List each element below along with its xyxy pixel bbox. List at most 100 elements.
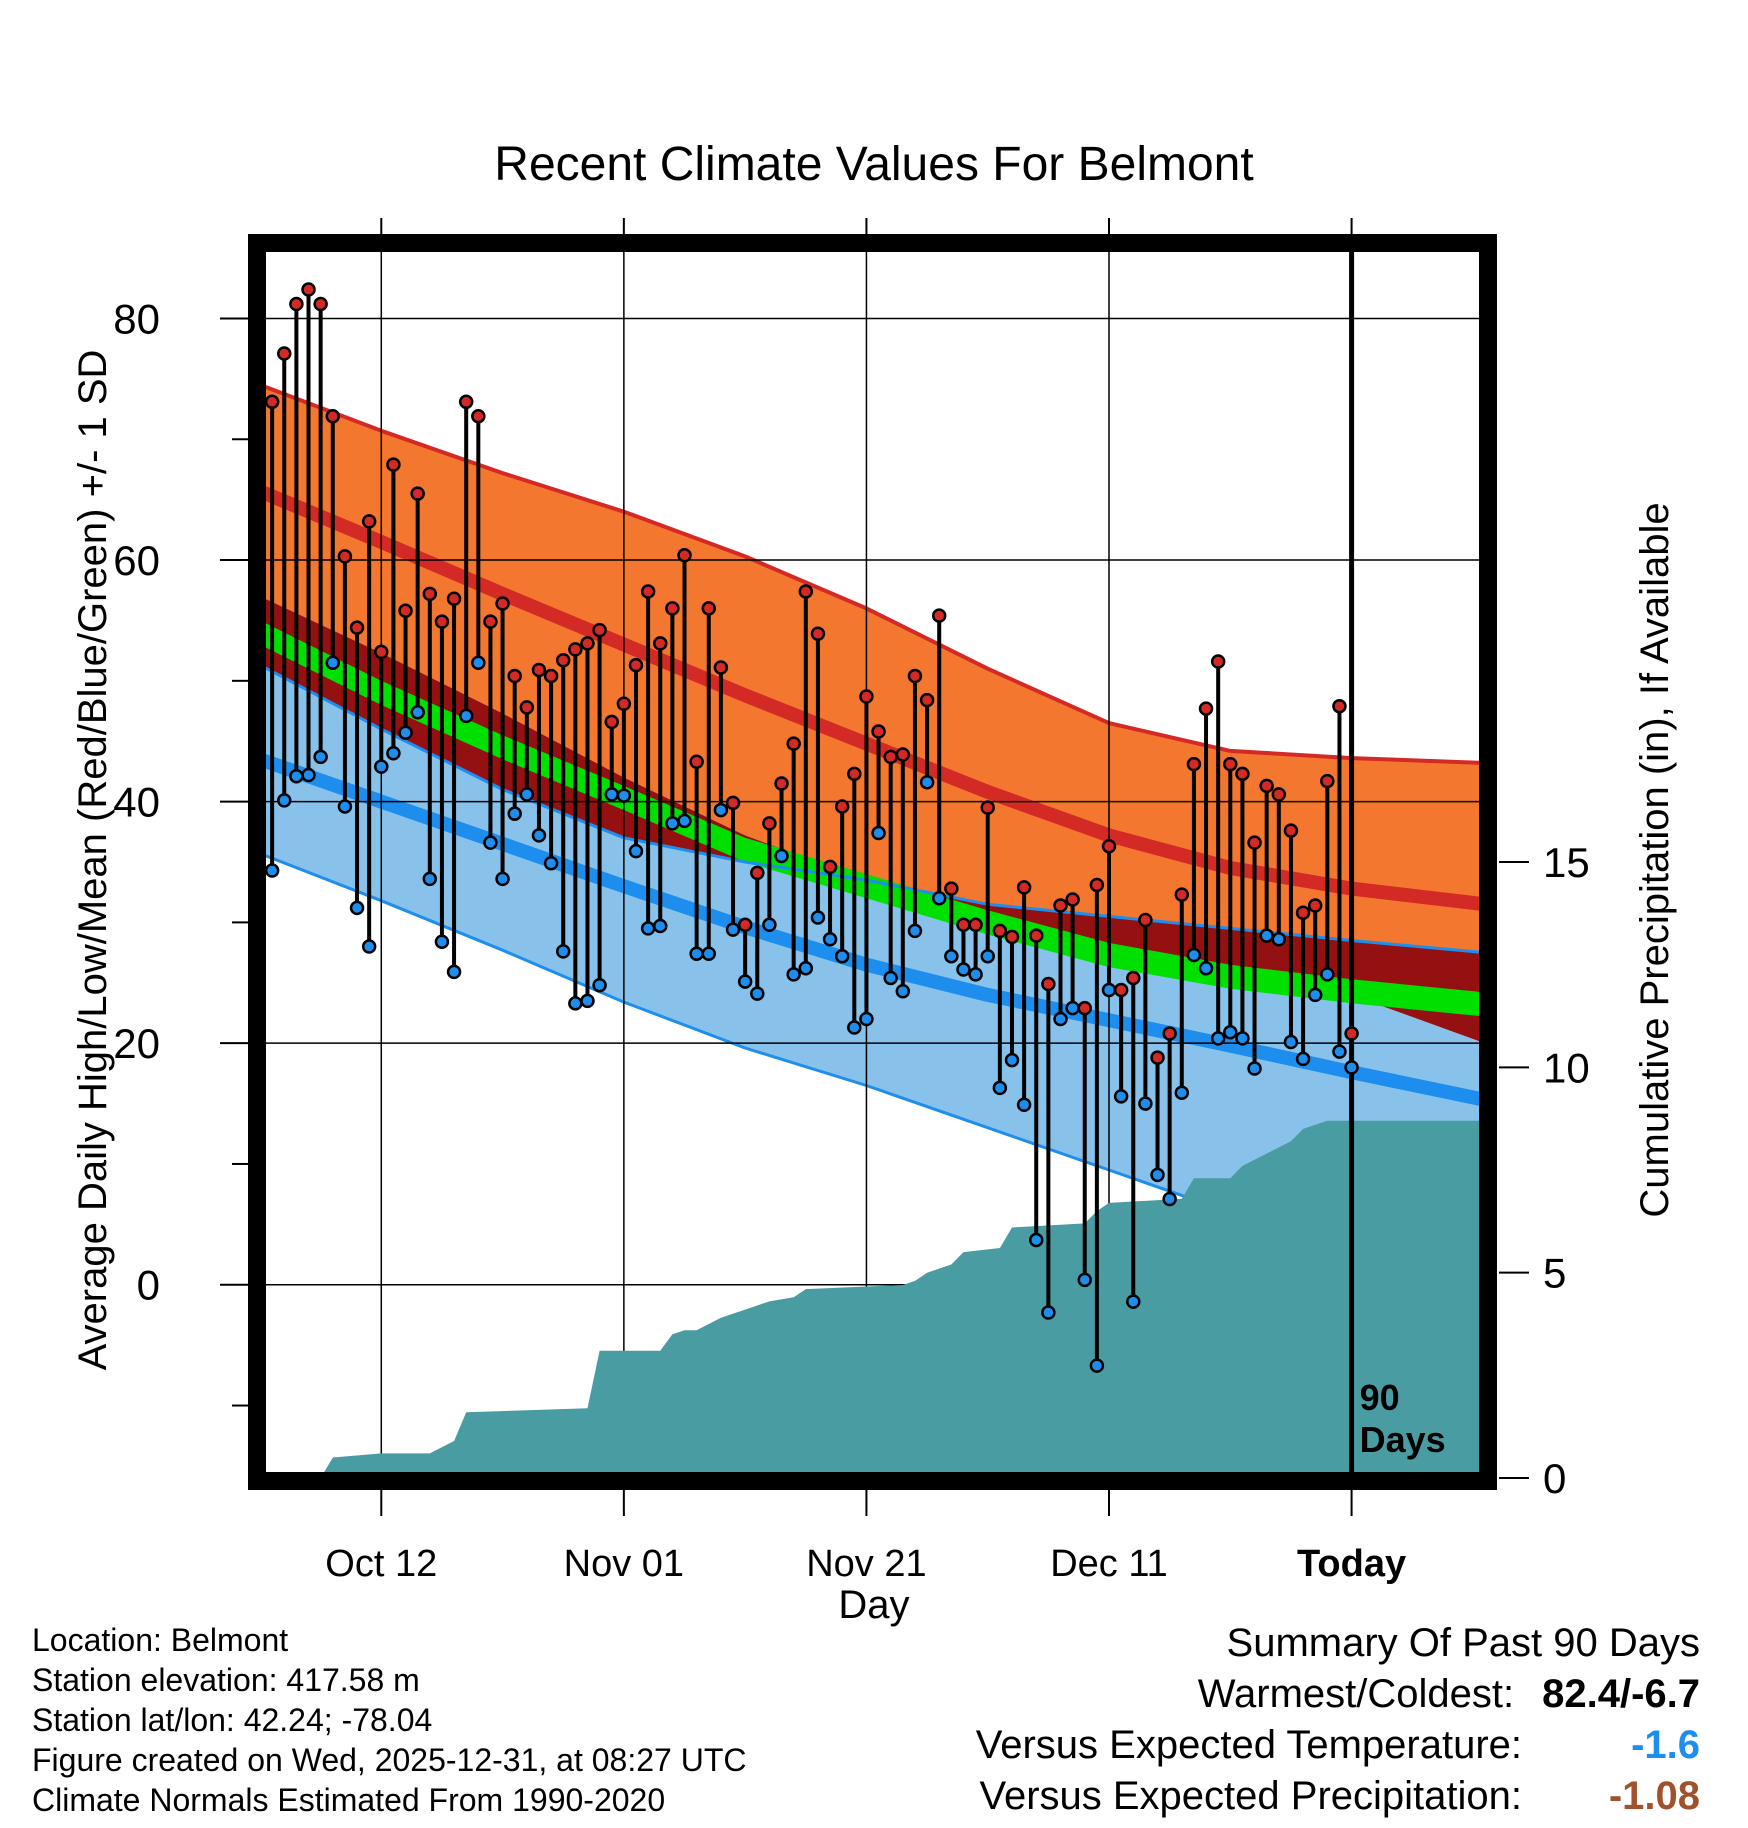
daily-high-point: [398, 603, 413, 619]
daily-low-point: [543, 855, 559, 871]
daily-low-point: [616, 788, 632, 803]
high-sd-band: [260, 384, 1485, 1044]
daily-low-point: [1210, 1031, 1226, 1046]
daily-high-point: [689, 754, 704, 769]
daily-high-point: [325, 409, 341, 424]
daily-high-point: [1138, 912, 1153, 928]
x-tick-label: Dec 11: [1050, 1543, 1168, 1585]
daily-low-point: [313, 749, 328, 765]
daily-high-point: [798, 584, 814, 599]
daily-high-point: [1053, 898, 1068, 913]
daily-high-point: [471, 409, 486, 424]
daily-high-point: [944, 881, 959, 896]
daily-low-point: [907, 923, 923, 939]
daily-low-point: [471, 655, 486, 670]
daily-low-point: [737, 974, 753, 989]
y-right-tick-label: 5: [1543, 1250, 1566, 1297]
y-left-tick-label: 40: [113, 779, 160, 826]
daily-low-point: [1041, 1305, 1056, 1320]
daily-high-point: [968, 917, 983, 933]
daily-high-point: [495, 596, 510, 611]
daily-high-point: [1174, 887, 1190, 902]
daily-low-point: [1307, 987, 1323, 1003]
summary-precip: Versus Expected Precipitation: -1.08: [800, 1771, 1700, 1822]
daily-high-point: [616, 696, 632, 712]
daily-low-point: [604, 787, 619, 802]
precip-label: Versus Expected Precipitation:: [979, 1774, 1522, 1818]
daily-high-point: [907, 668, 923, 684]
daily-high-point: [592, 622, 607, 638]
daily-low-point: [810, 910, 826, 925]
today-days-number: 90: [1360, 1377, 1400, 1418]
daily-low-point: [1138, 1096, 1153, 1111]
daily-low-point: [1235, 1031, 1250, 1046]
daily-low-point: [968, 967, 983, 982]
precipitation-area: [320, 1120, 1485, 1478]
daily-low-point: [1077, 1272, 1093, 1288]
daily-high-point: [580, 636, 595, 651]
daily-high-point: [1150, 1050, 1165, 1065]
daily-low-point: [531, 828, 547, 843]
daily-high-point: [1028, 928, 1044, 943]
location-text: Location: Belmont: [32, 1622, 289, 1658]
daily-low-point: [859, 1011, 874, 1027]
daily-high-point: [652, 636, 668, 651]
daily-high-point: [1295, 905, 1311, 920]
daily-low-point: [568, 996, 583, 1011]
y-axis-label-right: Cumulative Precipitation (in), If Availa…: [1633, 502, 1677, 1217]
axes: 0 20 40 60 80 Oct 12 Nov 01 Nov 21 Dec 11 Today 0 5…: [113, 218, 1590, 1585]
station-info: Location: Belmont Station elevation: 417…: [32, 1620, 746, 1820]
daily-observations: [264, 282, 1359, 1373]
daily-high-point: [543, 668, 559, 684]
daily-high-point: [1077, 1000, 1093, 1016]
daily-high-point: [361, 514, 377, 529]
daily-low-point: [847, 1020, 862, 1035]
daily-low-point: [458, 708, 474, 724]
y-right-tick-label: 15: [1543, 839, 1590, 886]
daily-high-point: [1247, 835, 1262, 850]
daily-low-point: [325, 655, 341, 670]
daily-low-point: [495, 871, 510, 887]
daily-low-point: [519, 787, 535, 802]
daily-high-point: [568, 642, 583, 657]
daily-low-point: [665, 816, 680, 831]
daily-high-point: [1271, 787, 1287, 802]
normals-text: Climate Normals Estimated From 1990-2020: [32, 1782, 666, 1818]
daily-high-point: [1223, 756, 1238, 772]
daily-low-point: [895, 983, 911, 999]
daily-high-point: [1089, 877, 1105, 893]
daily-low-point: [1016, 1097, 1032, 1113]
daily-low-point: [374, 759, 389, 774]
daily-low-point: [1053, 1011, 1068, 1027]
daily-low-point: [628, 843, 644, 859]
summary-temp: Versus Expected Temperature: -1.6: [800, 1720, 1700, 1771]
daily-high-point: [349, 620, 365, 635]
daily-high-point: [883, 749, 898, 765]
daily-high-point: [677, 547, 692, 563]
daily-low-point: [555, 944, 571, 959]
daily-high-point: [301, 282, 316, 297]
daily-low-point: [386, 746, 401, 761]
daily-high-point: [1101, 839, 1117, 854]
daily-high-point: [713, 660, 729, 675]
x-tick-label: Oct 12: [325, 1543, 437, 1585]
daily-high-point: [1113, 982, 1129, 998]
precip-value: -1.08: [1608, 1774, 1700, 1818]
elevation-text: Station elevation: 417.58 m: [32, 1662, 420, 1698]
x-tick-label: Today: [1297, 1543, 1406, 1585]
daily-high-point: [786, 736, 801, 751]
today-days-text: Days: [1360, 1419, 1446, 1460]
y-axis-label-left: Average Daily High/Low/Mean (Red/Blue/Gr…: [71, 350, 115, 1371]
daily-high-point: [1283, 823, 1299, 838]
x-axis-label: Day: [838, 1583, 909, 1627]
daily-low-point: [931, 890, 947, 906]
daily-high-point: [1235, 766, 1250, 782]
daily-high-point: [640, 584, 656, 599]
daily-low-point: [483, 835, 498, 850]
y-right-tick-label: 0: [1543, 1455, 1566, 1502]
daily-low-point: [883, 970, 898, 986]
daily-high-point: [725, 795, 741, 811]
daily-low-point: [398, 725, 413, 741]
